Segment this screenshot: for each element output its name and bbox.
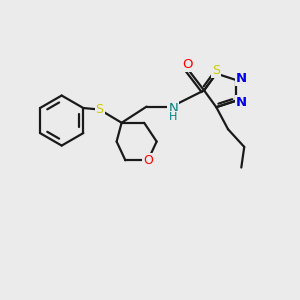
Text: S: S xyxy=(212,64,220,76)
Text: O: O xyxy=(143,154,153,167)
Text: O: O xyxy=(183,58,193,71)
Text: N: N xyxy=(236,96,247,109)
Text: N: N xyxy=(236,72,247,85)
Text: H: H xyxy=(169,112,177,122)
Text: N: N xyxy=(168,102,178,116)
Text: S: S xyxy=(95,103,104,116)
